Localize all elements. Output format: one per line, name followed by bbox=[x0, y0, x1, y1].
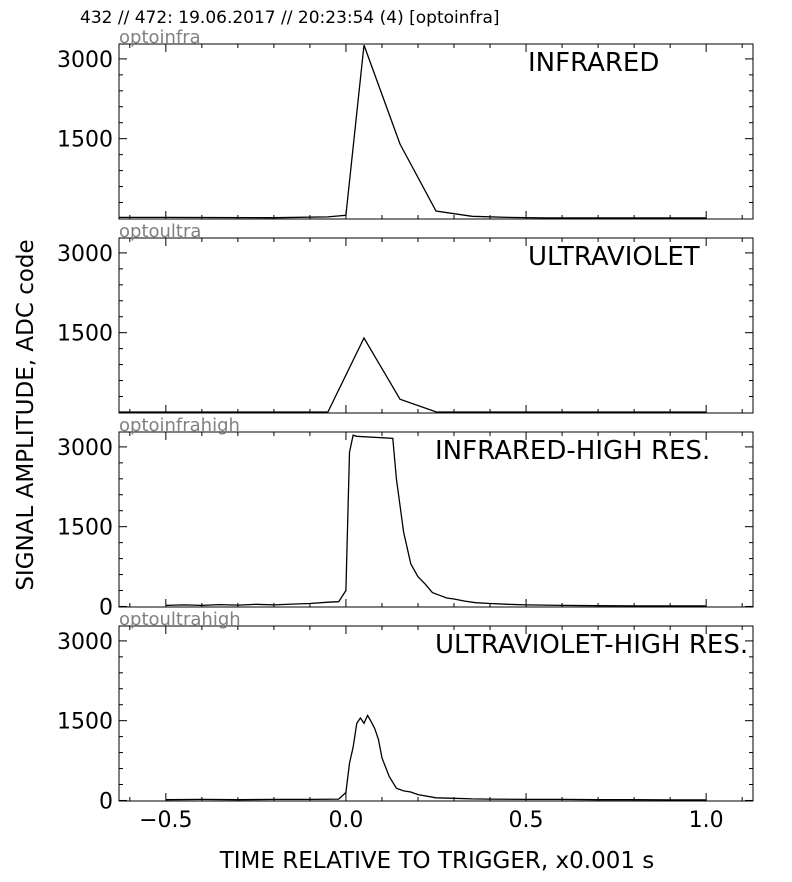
panel-label-optoultrahigh: ULTRAVIOLET-HIGH RES. bbox=[435, 630, 748, 660]
series-line-optoinfra bbox=[119, 44, 707, 219]
y-tick-label: 1500 bbox=[57, 710, 113, 735]
x-tick-label: −0.5 bbox=[139, 808, 192, 833]
panel-label-optoultra: ULTRAVIOLET bbox=[528, 242, 700, 272]
series-line-optoultra bbox=[119, 336, 707, 413]
x-tick-label: 0.5 bbox=[509, 808, 544, 833]
channel-label-optoultra: optoultra bbox=[119, 221, 201, 242]
x-tick-label: 0.0 bbox=[328, 808, 363, 833]
y-axis-label: SIGNAL AMPLITUDE, ADC code bbox=[13, 239, 39, 591]
panel-frame-optoultra bbox=[118, 237, 754, 414]
panel-frame-optoultrahigh bbox=[118, 625, 754, 802]
panel-label-optoinfrahigh: INFRARED-HIGH RES. bbox=[435, 436, 710, 466]
panel-frame-optoinfrahigh bbox=[118, 431, 754, 608]
y-tick-label: 3000 bbox=[57, 48, 113, 73]
y-tick-label: 1500 bbox=[57, 322, 113, 347]
series-line-optoultrahigh bbox=[165, 713, 707, 801]
y-tick-label: 1500 bbox=[57, 516, 113, 541]
y-tick-label: 3000 bbox=[57, 242, 113, 267]
y-tick-label: 3000 bbox=[57, 436, 113, 461]
panel-label-optoinfra: INFRARED bbox=[528, 48, 659, 78]
channel-label-optoultrahigh: optoultrahigh bbox=[119, 609, 241, 630]
figure-title: 432 // 472: 19.06.2017 // 20:23:54 (4) [… bbox=[80, 8, 500, 28]
y-tick-label: 3000 bbox=[57, 630, 113, 655]
channel-label-optoinfrahigh: optoinfrahigh bbox=[119, 415, 240, 436]
x-tick-label: 1.0 bbox=[689, 808, 724, 833]
x-axis-label: TIME RELATIVE TO TRIGGER, x0.001 s bbox=[219, 848, 655, 874]
y-tick-label: 0 bbox=[99, 789, 113, 814]
y-tick-label: 0 bbox=[99, 595, 113, 620]
series-line-optoinfrahigh bbox=[165, 434, 707, 607]
panel-frame-optoinfra bbox=[118, 43, 754, 220]
y-tick-label: 1500 bbox=[57, 128, 113, 153]
channel-label-optoinfra: optoinfra bbox=[119, 27, 201, 48]
